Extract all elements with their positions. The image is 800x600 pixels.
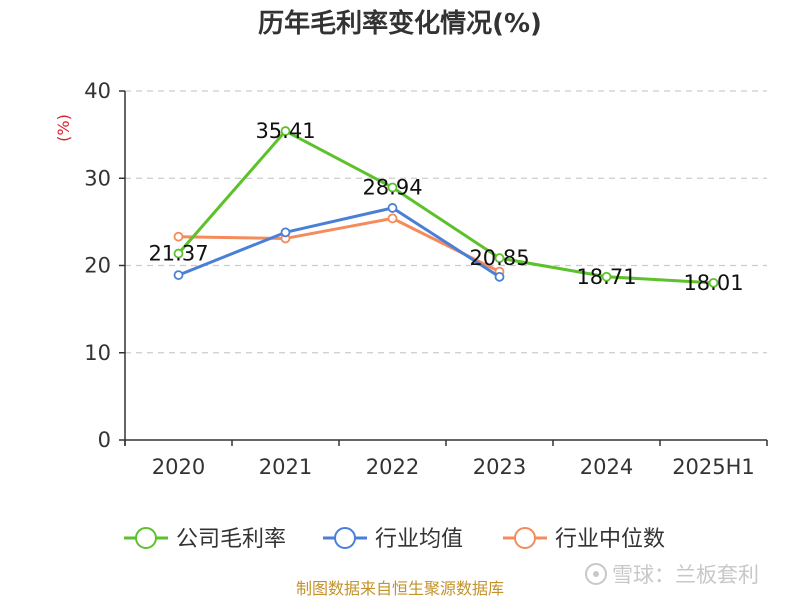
legend: 公司毛利率 行业均值 行业中位数 [124, 527, 665, 552]
series-group [173, 126, 719, 288]
grid-lines [125, 90, 767, 354]
y-tick-label-30: 30 [84, 166, 111, 190]
legend-marker-2 [514, 527, 536, 549]
x-tick-label-2025H1: 2025H1 [672, 455, 755, 479]
data-labels: 21.37 35.41 28.94 20.85 18.71 18.01 [148, 119, 743, 295]
series-0-point-5 [708, 277, 719, 288]
series-0-point-1 [280, 126, 291, 136]
series-2-point-2 [387, 213, 398, 224]
y-axis-unit: (%) [54, 114, 73, 142]
axes [119, 90, 768, 446]
watermark: 雪球：兰板套利 [585, 563, 759, 587]
legend-label-2: 行业中位数 [555, 527, 665, 552]
x-tick-label-2020: 2020 [152, 455, 205, 479]
y-tick-label-20: 20 [84, 254, 111, 278]
data-label-1: 35.41 [255, 119, 315, 143]
x-tick-label-2023: 2023 [473, 455, 526, 479]
legend-item-0: 公司毛利率 [124, 527, 286, 552]
data-label-3: 20.85 [469, 246, 529, 270]
series-0-point-4 [601, 271, 612, 282]
legend-item-2: 行业中位数 [503, 527, 665, 552]
x-tick-label-2024: 2024 [580, 455, 633, 479]
series-1-point-2 [387, 203, 398, 213]
chart-title: 历年毛利率变化情况(%) [258, 8, 542, 39]
series-2-point-0 [173, 231, 184, 242]
legend-marker-0 [135, 527, 157, 549]
x-tick-label-2021: 2021 [259, 455, 312, 479]
series-1-point-3 [494, 271, 505, 282]
series-line-1 [177, 206, 501, 279]
y-tick-labels: 0 10 20 30 40 [84, 79, 111, 452]
y-tick-label-10: 10 [84, 341, 111, 365]
legend-label-1: 行业均值 [375, 527, 463, 552]
series-1-point-0 [173, 270, 184, 280]
series-line-2 [178, 216, 501, 273]
legend-item-1: 行业均值 [323, 527, 463, 552]
x-tick-labels: 2020 2021 2022 2023 2024 2025H1 [152, 455, 755, 479]
data-label-4: 18.71 [576, 265, 636, 289]
data-label-5: 18.01 [683, 271, 743, 295]
data-label-0: 21.37 [148, 242, 208, 266]
series-0-point-0 [173, 248, 184, 259]
series-0-point-2 [387, 182, 398, 193]
data-label-2: 28.94 [362, 175, 422, 199]
series-0-point-3 [494, 253, 505, 263]
series-1-point-1 [280, 227, 291, 238]
x-tick-label-2022: 2022 [366, 455, 419, 479]
source-note: 制图数据来自恒生聚源数据库 [296, 579, 504, 598]
y-tick-label-40: 40 [84, 79, 111, 103]
series-line-0 [177, 129, 714, 285]
watermark-logo-icon [585, 563, 607, 585]
y-tick-label-0: 0 [98, 428, 111, 452]
watermark-text: 雪球：兰板套利 [612, 563, 759, 587]
legend-marker-1 [334, 527, 356, 549]
legend-label-0: 公司毛利率 [176, 527, 286, 552]
